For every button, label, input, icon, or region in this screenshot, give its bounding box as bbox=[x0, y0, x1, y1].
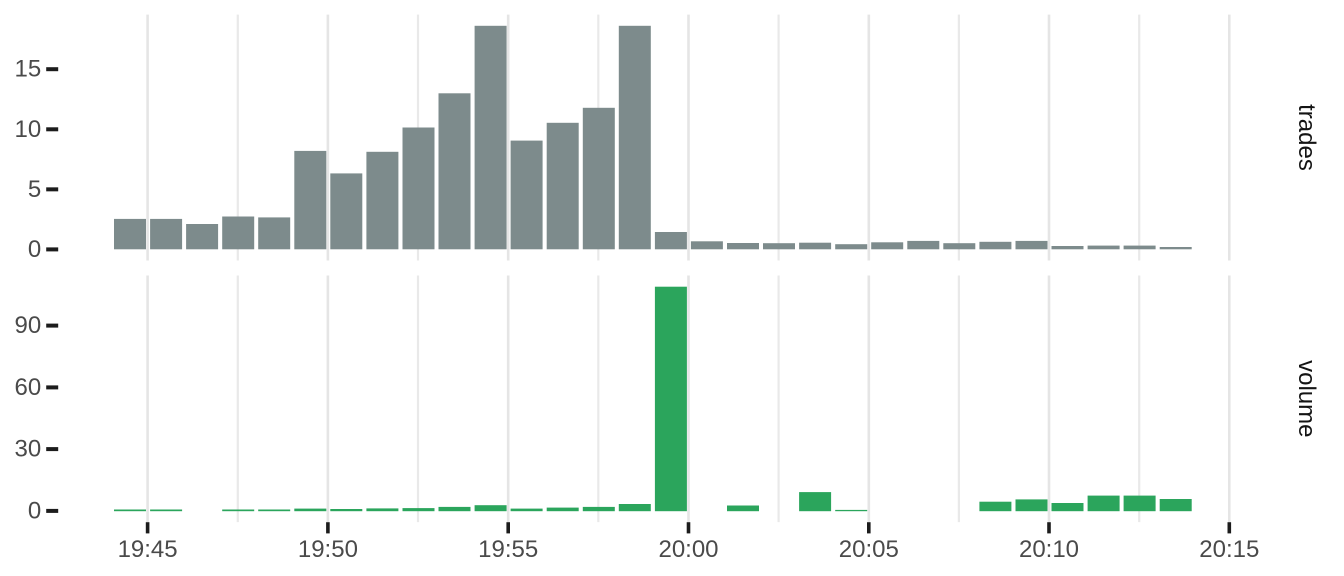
svg-text:trades: trades bbox=[1293, 104, 1320, 171]
svg-text:0: 0 bbox=[28, 236, 41, 263]
svg-text:90: 90 bbox=[14, 312, 41, 339]
svg-text:19:50: 19:50 bbox=[298, 536, 358, 563]
svg-text:30: 30 bbox=[14, 436, 41, 463]
svg-text:20:00: 20:00 bbox=[658, 536, 718, 563]
svg-text:5: 5 bbox=[28, 176, 41, 203]
svg-text:15: 15 bbox=[14, 56, 41, 83]
svg-text:20:05: 20:05 bbox=[839, 536, 899, 563]
svg-text:60: 60 bbox=[14, 374, 41, 401]
svg-text:0: 0 bbox=[28, 497, 41, 524]
svg-text:20:10: 20:10 bbox=[1019, 536, 1079, 563]
svg-text:19:45: 19:45 bbox=[118, 536, 178, 563]
svg-text:volume: volume bbox=[1293, 360, 1320, 437]
svg-text:20:15: 20:15 bbox=[1199, 536, 1259, 563]
svg-text:19:55: 19:55 bbox=[478, 536, 538, 563]
svg-text:10: 10 bbox=[14, 116, 41, 143]
